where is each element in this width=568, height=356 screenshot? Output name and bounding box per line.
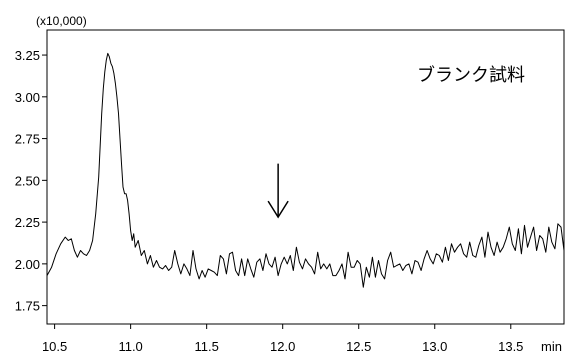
x-tick-label: 13.0 <box>422 339 447 354</box>
y-tick-label: 3.25 <box>15 48 40 63</box>
arrow-marker <box>267 163 289 219</box>
chromatogram-trace <box>46 52 565 288</box>
x-tick-label: 12.5 <box>346 339 371 354</box>
x-tick-label: 12.0 <box>270 339 295 354</box>
x-axis-ticks: 10.5 11.0 11.5 12.0 12.5 13.0 13.5 <box>42 324 523 354</box>
arrow-head <box>267 200 289 219</box>
x-tick-label: 11.0 <box>118 339 142 354</box>
y-tick-label: 2.25 <box>15 215 40 230</box>
plot-frame <box>46 29 565 325</box>
x-unit-label: min <box>541 339 562 354</box>
y-tick-label: 2.00 <box>15 257 40 272</box>
series-group <box>46 52 565 288</box>
y-tick-label: 2.50 <box>15 173 40 188</box>
y-tick-label: 2.75 <box>15 132 40 147</box>
x-tick-label: 13.5 <box>498 339 523 354</box>
x-tick-label: 11.5 <box>194 339 218 354</box>
annotation-label: ブランク試料 <box>417 64 525 86</box>
y-tick-label: 3.00 <box>15 90 40 105</box>
y-tick-label: 1.75 <box>15 299 40 314</box>
x-tick-label: 10.5 <box>42 339 67 354</box>
y-axis-ticks: 1.75 2.00 2.25 2.50 2.75 3.00 3.25 <box>15 48 47 314</box>
y-scale-label: (x10,000) <box>36 14 87 28</box>
